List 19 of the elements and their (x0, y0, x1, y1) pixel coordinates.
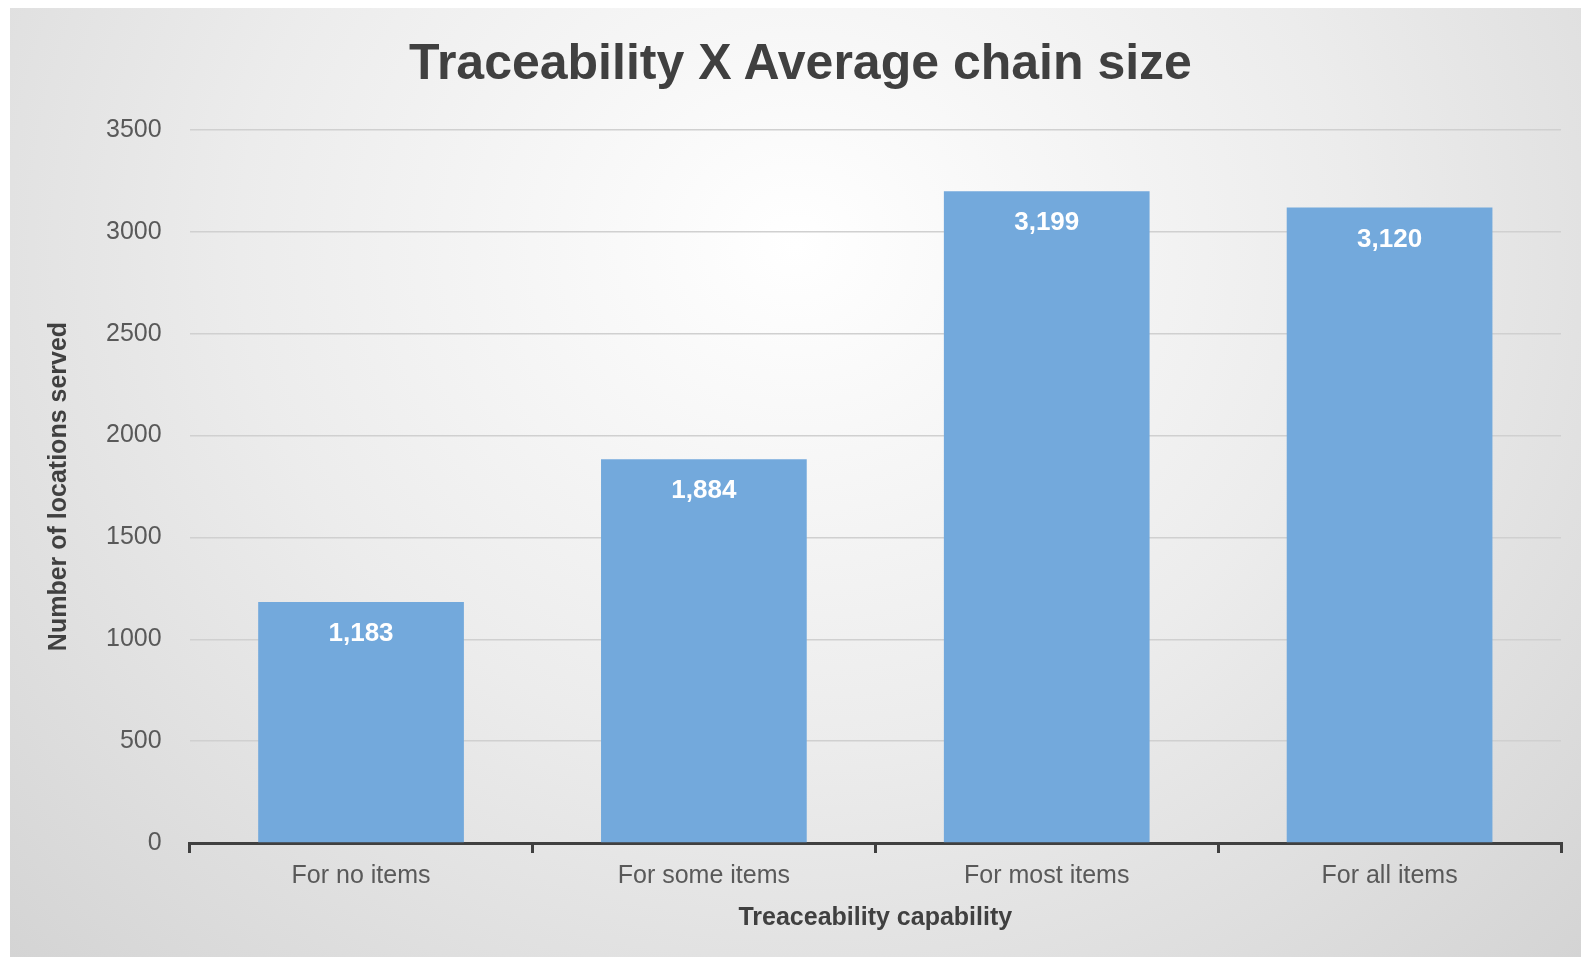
y-tick-label: 0 (147, 826, 162, 855)
x-tick-label: For no items (291, 859, 431, 888)
x-axis-title: Treaceability capability (738, 901, 1013, 930)
data-label: 1,183 (328, 617, 394, 648)
y-tick-label: 1000 (105, 623, 162, 652)
x-tick-label: For some items (617, 859, 791, 888)
y-tick-label: 1500 (105, 521, 162, 550)
data-label: 3,120 (1357, 222, 1423, 253)
y-tick-label: 2500 (105, 317, 162, 346)
y-tick-label: 3000 (105, 215, 162, 244)
data-label: 1,884 (671, 474, 737, 505)
x-tick-label: For most items (964, 859, 1130, 888)
y-tick-label: 2000 (105, 419, 162, 448)
y-axis-title: Number of locations served (42, 321, 71, 652)
chart-title: Traceability X Average chain size (409, 33, 1192, 90)
x-tick-label: For all items (1321, 859, 1458, 888)
y-tick-label: 3500 (105, 113, 162, 142)
data-label: 3,199 (1014, 206, 1080, 237)
y-tick-label: 500 (119, 725, 162, 754)
